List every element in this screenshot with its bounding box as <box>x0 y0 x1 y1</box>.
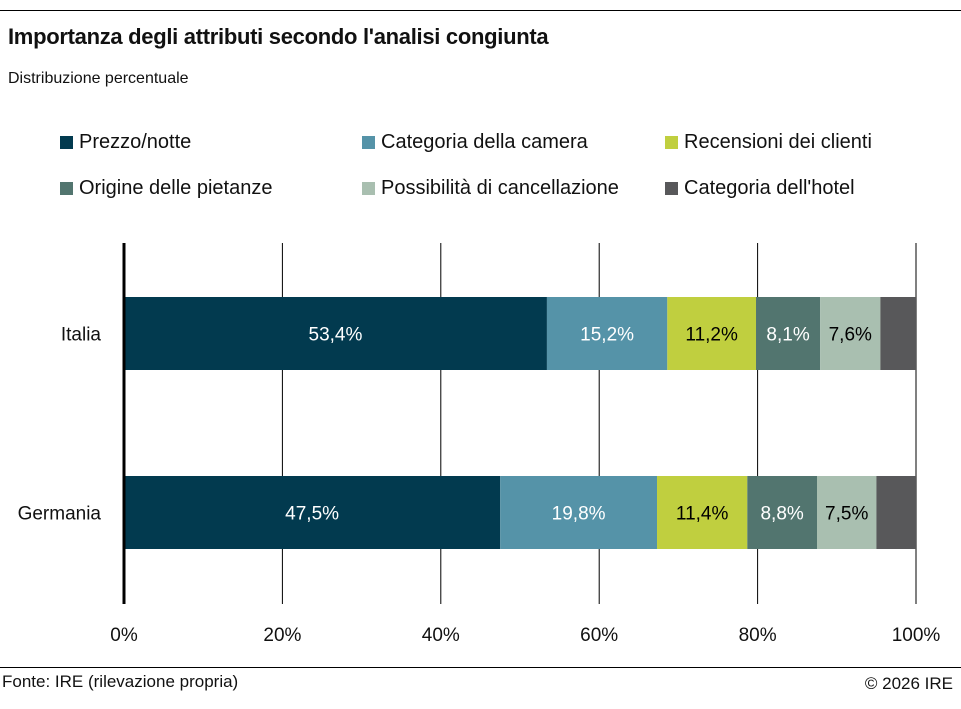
legend-label: Origine delle pietanze <box>79 177 273 199</box>
x-tick-label: 100% <box>892 625 941 646</box>
x-tick-label: 80% <box>739 625 777 646</box>
data-label: 19,8% <box>552 504 606 525</box>
data-label: 47,5% <box>285 504 339 525</box>
legend-label: Recensioni dei clienti <box>684 131 872 153</box>
legend-label: Categoria della camera <box>381 131 588 153</box>
bar-segment <box>125 297 547 370</box>
bar-segment <box>667 297 757 370</box>
legend-swatch <box>60 136 73 149</box>
legend-swatch <box>362 136 375 149</box>
chart-title: Importanza degli attributi secondo l'ana… <box>8 24 549 49</box>
legend-swatch <box>60 182 73 195</box>
x-tick-label: 40% <box>422 625 460 646</box>
chart-subtitle: Distribuzione percentuale <box>8 70 189 87</box>
data-label: 11,4% <box>676 504 729 525</box>
source-note: Fonte: IRE (rilevazione propria) <box>2 672 239 691</box>
data-label: 11,2% <box>685 325 738 346</box>
legend-swatch <box>362 182 375 195</box>
bar-segment <box>125 476 501 549</box>
legend-swatch <box>665 182 678 195</box>
legend-item: Possibilità di cancellazione <box>362 177 619 200</box>
bottom-rule <box>0 667 961 668</box>
legend-item: Categoria della camera <box>362 131 588 154</box>
data-label: 7,5% <box>825 504 868 525</box>
bar-segment <box>546 297 668 370</box>
x-tick-label: 0% <box>110 625 138 646</box>
data-label: 53,4% <box>309 325 363 346</box>
legend-item: Origine delle pietanze <box>60 177 272 200</box>
bar-segment <box>756 297 821 370</box>
legend-swatch <box>665 136 678 149</box>
legend-item: Categoria dell'hotel <box>665 177 855 200</box>
bar-segment <box>817 476 877 549</box>
bar-segment <box>657 476 748 549</box>
category-label: Germania <box>18 504 102 525</box>
data-label: 8,8% <box>760 504 803 525</box>
x-tick-label: 20% <box>263 625 301 646</box>
data-label: 15,2% <box>580 325 634 346</box>
data-label: 8,1% <box>766 325 809 346</box>
bar-segment <box>747 476 817 549</box>
bar-segment <box>876 476 916 549</box>
legend-label: Categoria dell'hotel <box>684 177 855 199</box>
legend-label: Possibilità di cancellazione <box>381 177 619 199</box>
x-tick-label: 60% <box>580 625 618 646</box>
data-label: 7,6% <box>829 325 872 346</box>
copyright: © 2026 IRE <box>864 674 953 693</box>
bar-segment <box>500 476 658 549</box>
legend-item: Recensioni dei clienti <box>665 131 872 154</box>
legend-label: Prezzo/notte <box>79 131 192 153</box>
legend-item: Prezzo/notte <box>60 131 191 154</box>
top-rule <box>0 10 961 11</box>
bar-segment <box>880 297 916 370</box>
category-label: Italia <box>61 325 102 346</box>
bar-segment <box>820 297 881 370</box>
